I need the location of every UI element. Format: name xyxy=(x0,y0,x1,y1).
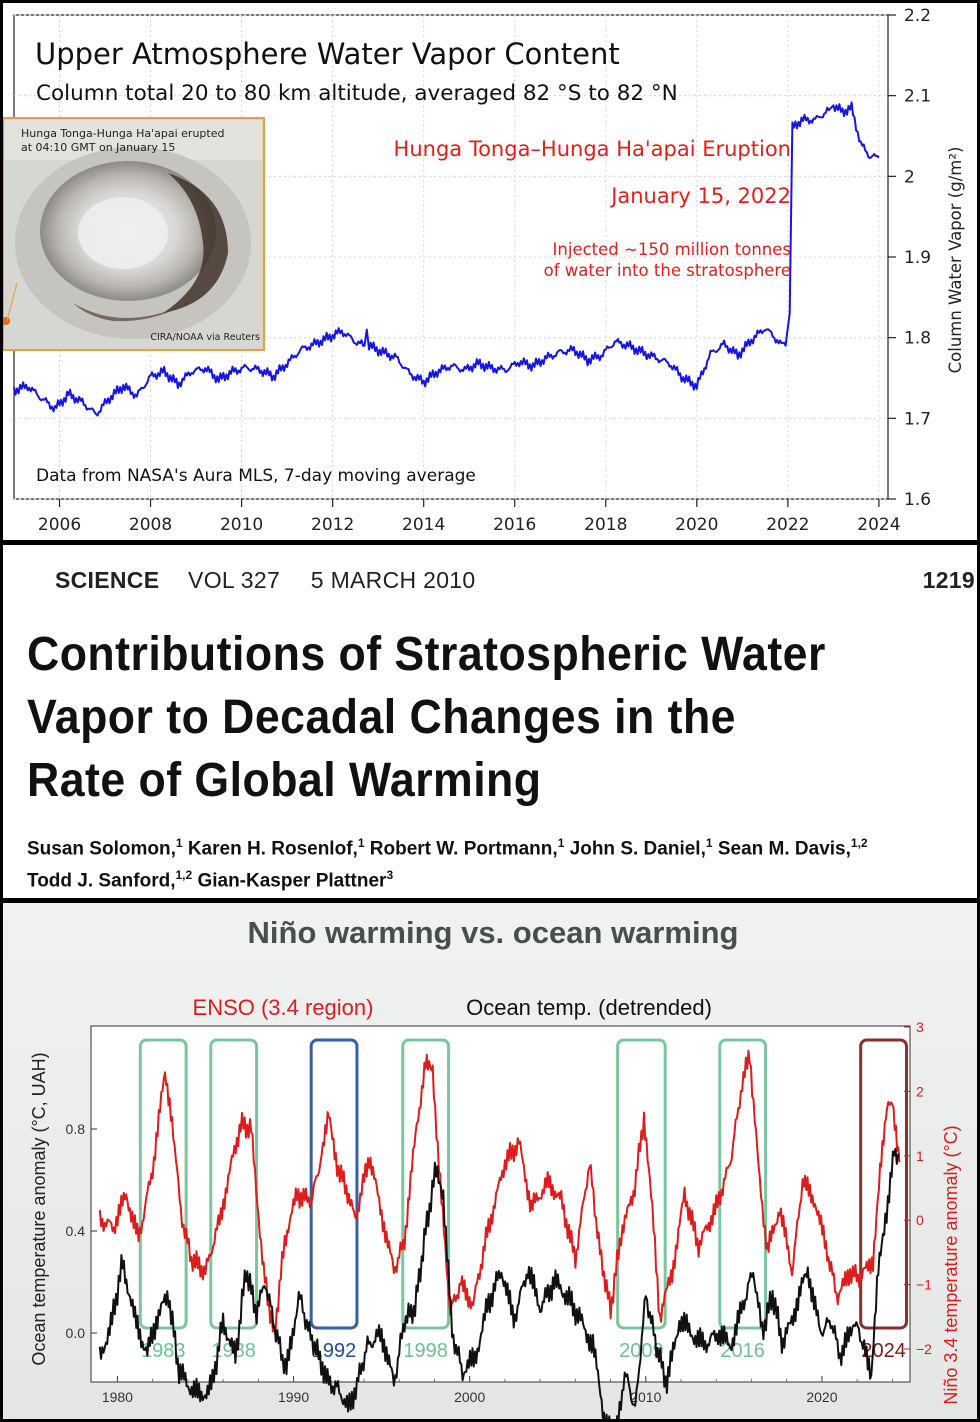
highlight-label-1983: 1983 xyxy=(141,1340,186,1362)
right-y-tick-label: −1 xyxy=(916,1277,932,1293)
left-axis-label: Ocean temperature anomaly (°C, UAH) xyxy=(29,1052,49,1365)
author-affiliation: 1 xyxy=(557,836,565,850)
right-y-tick-label: −2 xyxy=(916,1341,932,1357)
right-y-tick-label: 3 xyxy=(916,1019,924,1035)
water-vapor-series-line xyxy=(13,101,880,417)
author-name: Gian-Kasper Plattner xyxy=(197,870,387,892)
journal-date: 5 MARCH 2010 xyxy=(310,567,476,593)
highlight-box-2009 xyxy=(616,1038,667,1330)
inset-caption-line-1: Hunga Tonga-Hunga Ha'apai erupted xyxy=(21,127,224,140)
author-affiliation: 3 xyxy=(386,868,394,883)
data-source-note: Data from NASA's Aura MLS, 7-day moving … xyxy=(36,466,476,486)
x-tick-label: 1980 xyxy=(102,1389,133,1405)
x-tick-label: 2016 xyxy=(493,515,536,535)
y-tick-label: 1.6 xyxy=(904,490,931,510)
highlight-box-2024 xyxy=(859,1038,908,1330)
author-affiliation: 1 xyxy=(705,836,713,850)
left-y-tick-label: 0.0 xyxy=(66,1325,86,1341)
x-tick-label: 2006 xyxy=(38,515,81,535)
author-affiliation: 1,2 xyxy=(175,868,193,883)
journal-volume: VOL 327 xyxy=(188,567,281,593)
right-y-tick-label: 0 xyxy=(916,1212,924,1228)
x-tick-label: 2008 xyxy=(129,515,172,535)
water-vapor-chart-panel: 2006 2008 2010 2012 2014 2016 2018 2020 2022 2024… xyxy=(3,3,977,540)
x-tick-label: 2010 xyxy=(220,515,263,535)
x-tick-label: 2014 xyxy=(402,515,445,535)
right-y-tick-label: 2 xyxy=(916,1083,924,1099)
paper-citation-panel: SCIENCE VOL 327 5 MARCH 2010 1219 Contri… xyxy=(3,545,977,898)
journal-name: SCIENCE xyxy=(55,567,160,593)
x-tick-label: 1990 xyxy=(278,1389,309,1405)
eruption-title: Hunga Tonga–Hunga Ha'apai Eruption xyxy=(394,137,791,161)
ocean-temp-series-line xyxy=(98,1147,900,1419)
y-tick-label: 1.7 xyxy=(904,409,931,429)
y-tick-label: 1.8 xyxy=(904,329,931,349)
x-tick-label: 2010 xyxy=(630,1389,661,1405)
right-axis-label: Niño 3.4 temperature anomaly (°C) xyxy=(941,1125,961,1404)
page-number: 1219 xyxy=(922,567,975,593)
journal-header: SCIENCE VOL 327 5 MARCH 2010 1219 xyxy=(55,567,975,594)
author-name: John S. Daniel, xyxy=(569,838,706,860)
highlight-box-1983 xyxy=(138,1038,188,1330)
author-name: Karen H. Rosenlof, xyxy=(187,838,358,860)
highlight-label-1998: 1998 xyxy=(403,1340,448,1362)
author-name: Sean M. Davis, xyxy=(717,838,851,860)
legend-enso: ENSO (3.4 region) xyxy=(193,995,374,1020)
injection-note-line-1: Injected ~150 million tonnes xyxy=(553,240,791,259)
enso-series-line xyxy=(98,1049,901,1333)
author-affiliation: 1 xyxy=(175,836,183,850)
x-tick-label: 2020 xyxy=(806,1389,837,1405)
y-tick-label: 2.2 xyxy=(904,6,931,26)
x-tick-label: 2024 xyxy=(857,515,900,535)
x-tick-label: 2018 xyxy=(584,515,627,535)
y-tick-label: 2 xyxy=(904,167,915,187)
author-name: Susan Solomon, xyxy=(27,838,176,860)
highlight-box-2016 xyxy=(718,1038,768,1330)
highlight-box-1992 xyxy=(309,1038,359,1330)
x-tick-label: 2020 xyxy=(675,515,718,535)
highlight-label-1992: 1992 xyxy=(312,1340,357,1362)
x-tick-label: 2022 xyxy=(766,515,809,535)
highlight-box-1998 xyxy=(401,1038,451,1330)
eruption-satellite-inset: Hunga Tonga-Hunga Ha'apai erupted at 04:… xyxy=(3,117,265,351)
eruption-date: January 15, 2022 xyxy=(609,184,791,208)
paper-title-line-3: Rate of Global Warming xyxy=(27,754,542,807)
paper-title-line-2: Vapor to Decadal Changes in the xyxy=(27,691,736,744)
legend-ocean-temp: Ocean temp. (detrended) xyxy=(466,995,712,1020)
x-tick-label: 2012 xyxy=(311,515,354,535)
inset-caption-line-2: at 04:10 GMT on January 15 xyxy=(21,141,175,154)
enso-chart-panel: Niño warming vs. ocean warming ENSO (3.4… xyxy=(3,903,977,1419)
tonga-location-marker xyxy=(3,317,10,325)
author-affiliation: 1,2 xyxy=(850,836,868,850)
author-name: Robert W. Portmann, xyxy=(369,838,558,860)
paper-title: Contributions of Stratospheric Water Vap… xyxy=(27,623,892,812)
y-tick-label: 2.1 xyxy=(904,87,931,107)
x-tick-label: 2000 xyxy=(454,1389,485,1405)
paper-title-line-1: Contributions of Stratospheric Water xyxy=(27,628,826,681)
chart-title: Upper Atmosphere Water Vapor Content xyxy=(35,37,620,71)
left-y-tick-label: 0.4 xyxy=(66,1223,86,1239)
right-y-tick-label: 1 xyxy=(916,1148,924,1164)
author-affiliation: 1 xyxy=(357,836,365,850)
enso-chart: Niño warming vs. ocean warming ENSO (3.4… xyxy=(29,915,961,1419)
enso-plot-frame xyxy=(90,1025,911,1383)
injection-note-line-2: of water into the stratosphere xyxy=(544,261,791,280)
chart-subtitle: Column total 20 to 80 km altitude, avera… xyxy=(36,81,678,106)
enso-chart-title: Niño warming vs. ocean warming xyxy=(248,915,739,950)
left-y-tick-label: 0.8 xyxy=(66,1121,86,1137)
y-axis-label: Column Water Vapor (g/m²) xyxy=(946,147,965,374)
author-list: Susan Solomon,1 Karen H. Rosenlof,1 Robe… xyxy=(27,830,967,895)
author-name: Todd J. Sanford, xyxy=(27,870,176,892)
water-vapor-chart: 2006 2008 2010 2012 2014 2016 2018 2020 2022 2024… xyxy=(3,6,965,535)
inset-credit: CIRA/NOAA via Reuters xyxy=(150,332,260,343)
y-tick-label: 1.9 xyxy=(904,248,931,268)
